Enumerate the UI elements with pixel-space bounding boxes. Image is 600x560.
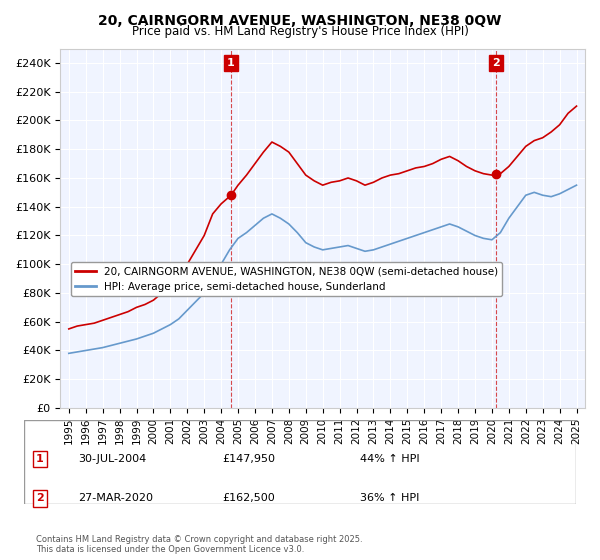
Text: 44% ↑ HPI: 44% ↑ HPI [360,454,419,464]
Text: 2: 2 [492,58,500,68]
Text: £147,950: £147,950 [222,454,275,464]
Text: Contains HM Land Registry data © Crown copyright and database right 2025.
This d: Contains HM Land Registry data © Crown c… [36,535,362,554]
Text: Price paid vs. HM Land Registry's House Price Index (HPI): Price paid vs. HM Land Registry's House … [131,25,469,38]
Text: 1: 1 [36,454,44,464]
Text: 36% ↑ HPI: 36% ↑ HPI [360,493,419,503]
Text: 30-JUL-2004: 30-JUL-2004 [78,454,146,464]
Legend: 20, CAIRNGORM AVENUE, WASHINGTON, NE38 0QW (semi-detached house), HPI: Average p: 20, CAIRNGORM AVENUE, WASHINGTON, NE38 0… [71,262,502,296]
Text: 27-MAR-2020: 27-MAR-2020 [78,493,153,503]
Text: 1: 1 [227,58,235,68]
Text: £162,500: £162,500 [222,493,275,503]
Text: 2: 2 [36,493,44,503]
Text: 20, CAIRNGORM AVENUE, WASHINGTON, NE38 0QW: 20, CAIRNGORM AVENUE, WASHINGTON, NE38 0… [98,14,502,28]
